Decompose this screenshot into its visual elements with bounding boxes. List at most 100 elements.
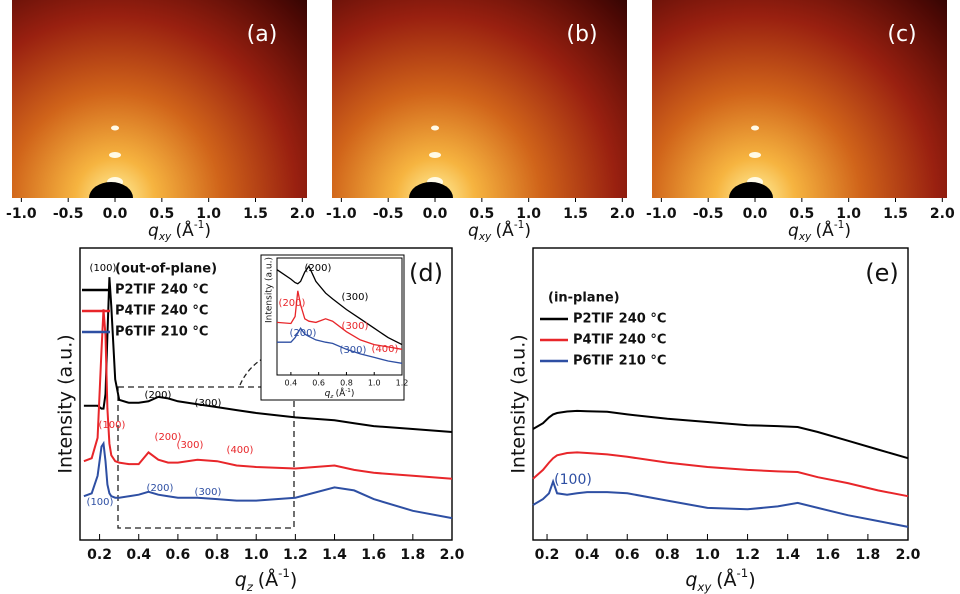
legend-label: P6TIF 210 °C [573,354,666,369]
x-tick-label: 1.5 [563,206,588,222]
scattering-image [652,0,947,198]
x-tick-label: 1.8 [400,547,425,563]
axis-symbol: q [235,569,247,591]
axis-unit: (Å [716,568,736,591]
x-tick-label: 1.2 [735,547,760,563]
series-line [532,451,909,498]
bragg-spot [749,152,762,158]
image-glow [332,0,627,198]
axis-label: qxy (Å-1) [685,566,755,594]
x-tick-label: -0.5 [53,206,84,222]
x-tick-label: 0.6 [615,547,640,563]
peak-label: (200) [155,432,182,443]
series-line [532,478,909,528]
x-tick-label: 0.4 [285,379,298,388]
x-tick-label: 0.5 [469,206,494,222]
x-tick-label: 0.4 [575,547,600,563]
peak-label: (300) [342,321,369,332]
x-tick-label: 1.5 [883,206,908,222]
panel-label: (b) [566,22,597,47]
axis-sup: -1 [737,566,749,580]
peak-label: (300) [342,292,369,303]
x-tick-label: -1.0 [646,206,677,222]
axis-sup: -1 [194,219,205,231]
image-glow [652,0,947,198]
axis-close: ) [748,569,755,591]
x-tick-label: -1.0 [6,206,37,222]
legend-label: P2TIF 240 °C [573,312,666,327]
x-tick-label: 1.8 [855,547,880,563]
axis-close: ) [204,221,211,241]
legend-label: P6TIF 210 °C [115,325,208,340]
x-tick-label: 0.2 [87,547,112,563]
panel-label: (e) [865,259,899,287]
axis-sup: -1 [278,566,290,580]
zoom-arrow [239,350,278,386]
peak-label: (200) [147,483,174,494]
series-line [276,264,403,346]
series-line [277,327,403,364]
beam-stop [729,182,774,198]
x-tick-label: 1.0 [244,547,269,563]
x-tick-label: -0.5 [693,206,724,222]
series-line [83,309,453,480]
panel-label: (d) [409,259,443,287]
axis-sub: z [329,394,334,400]
axis-symbol: q [325,389,331,399]
zoom-box [117,386,295,529]
x-tick-label: 0.2 [535,547,560,563]
x-tick-label: 1.4 [775,547,800,563]
axis-label: Intensity (a.u.) [508,334,530,473]
peak-label: (200) [305,263,332,274]
panel-label: (c) [887,22,916,47]
series-line [276,290,403,350]
axis-symbol: q [468,221,479,241]
series-line [83,440,453,520]
x-tick-label: 0.0 [743,206,768,222]
x-tick-label: 0.8 [340,379,353,388]
inset-ylabel: Intensity (a.u.) [265,257,275,323]
axis-unit: (Å [176,219,195,241]
axis-label: qxy (Å-1) [788,219,851,243]
axis-unit: (Å [258,568,278,591]
x-tick-label: 1.5 [243,206,268,222]
scattering-image [332,0,627,198]
x-tick-label: 1.2 [396,379,409,388]
legend-label: P4TIF 240 °C [115,304,208,319]
axis-close: ) [844,221,851,241]
peak-label: (300) [195,487,222,498]
x-tick-label: 2.0 [290,206,315,222]
axis-sub: xy [798,231,812,243]
x-tick-label: 1.0 [196,206,221,222]
peak-label: (200) [279,298,306,309]
peak-label: (100) [87,497,114,508]
axis-close: ) [290,569,297,591]
axis-sub: xy [158,231,172,243]
axis-symbol: q [148,221,159,241]
x-tick-label: 0.5 [149,206,174,222]
axis-close: ) [351,389,355,399]
axis-sup: -1 [514,219,525,231]
axis-label: qxy (Å-1) [148,219,211,243]
axis-label: qz (Å-1) [235,566,298,594]
x-tick-label: -1.0 [326,206,357,222]
peak-label: (400) [372,344,399,355]
bragg-spot [111,125,120,131]
x-tick-label: 0.8 [205,547,230,563]
axis-sub: xy [478,231,492,243]
x-tick-label: 1.4 [322,547,347,563]
series-line [83,277,453,433]
axis-symbol: q [685,569,697,591]
peak-label: (300) [177,440,204,451]
peak-label: (100) [99,420,126,431]
peak-label: (300) [340,345,367,356]
x-tick-label: 0.6 [165,547,190,563]
image-glow [12,0,307,198]
peak-label: (100) [90,263,117,274]
x-tick-label: 1.2 [283,547,308,563]
peak-label: (400) [227,445,254,456]
axis-label: Intensity (a.u.) [55,334,77,473]
axis-label: qxy (Å-1) [468,219,531,243]
series-line [532,409,909,460]
peak-label: (200) [145,390,172,401]
